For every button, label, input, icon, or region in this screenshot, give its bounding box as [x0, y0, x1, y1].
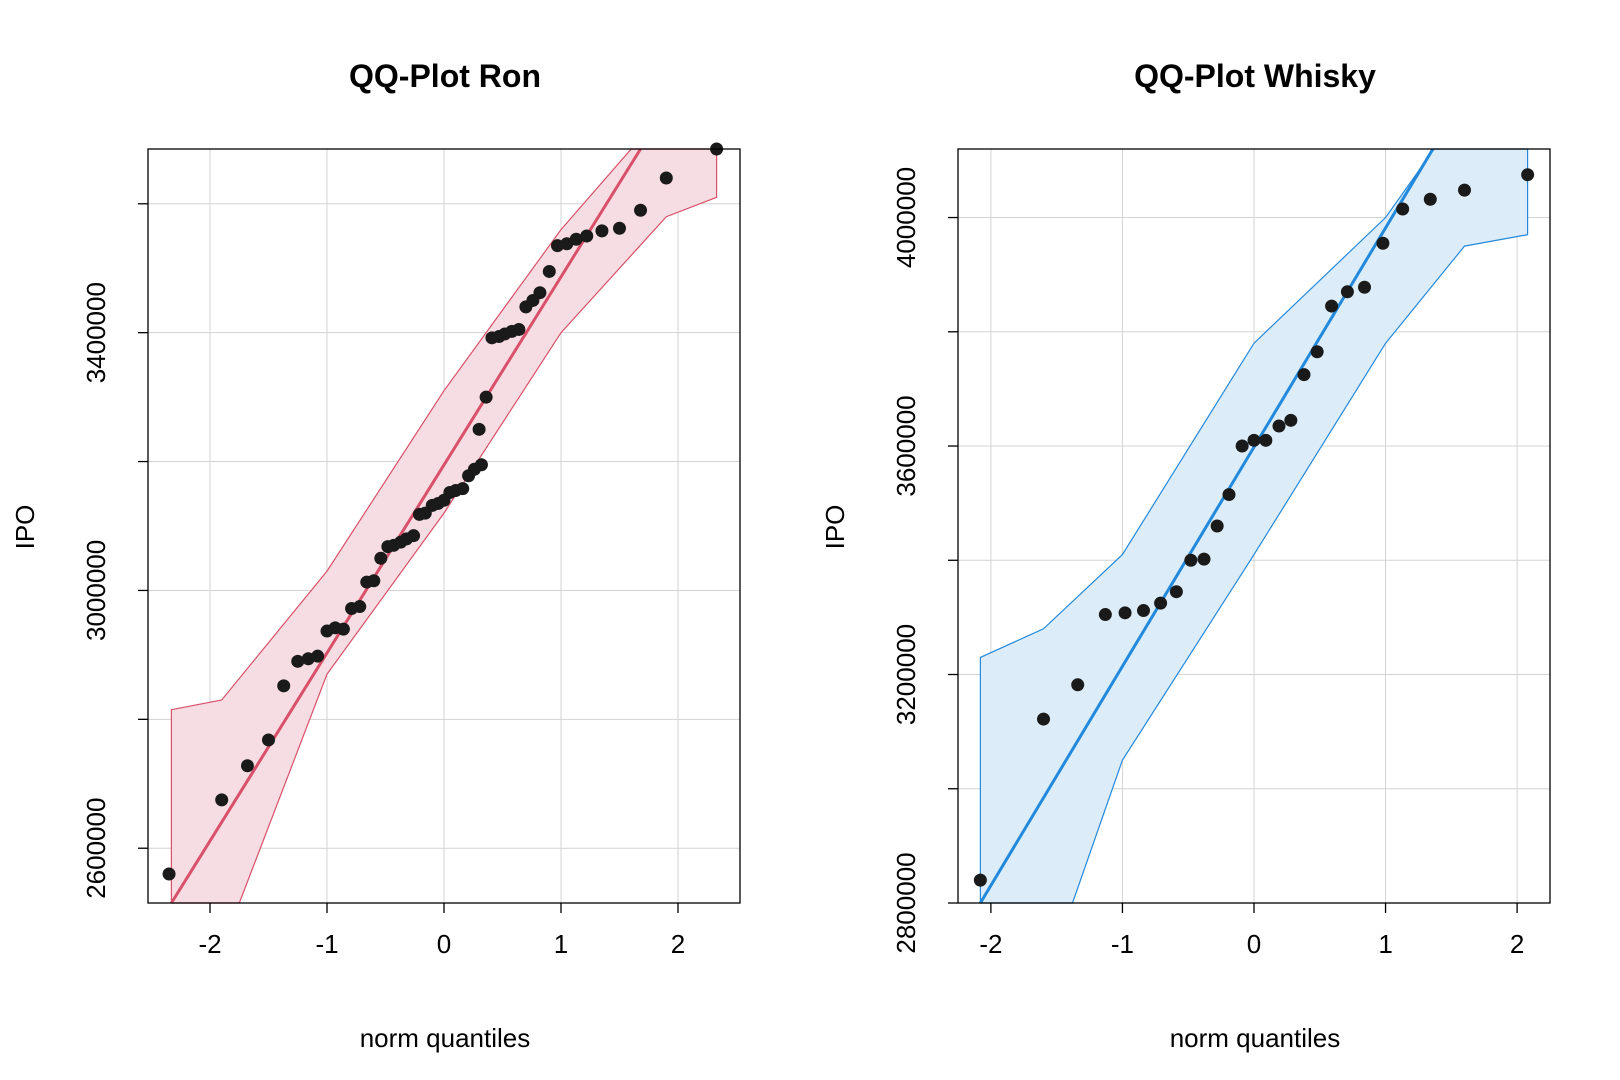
x-tick-label: -1 — [1111, 929, 1134, 959]
data-point — [1325, 299, 1339, 313]
chart-title: QQ-Plot Ron — [349, 58, 541, 94]
y-tick-label: 4000000 — [891, 167, 921, 268]
data-point — [262, 733, 276, 747]
data-point — [1247, 433, 1261, 447]
data-point — [1423, 192, 1437, 206]
chart-title: QQ-Plot Whisky — [1134, 58, 1376, 94]
data-point — [1136, 604, 1150, 618]
data-point — [1197, 552, 1211, 566]
data-point — [291, 654, 305, 668]
data-point — [1169, 585, 1183, 599]
data-point — [1396, 202, 1410, 216]
data-point — [336, 622, 350, 636]
y-axis-label: IPO — [820, 505, 850, 550]
data-point — [474, 458, 488, 472]
x-tick-label: 2 — [1510, 929, 1524, 959]
data-point — [512, 322, 526, 336]
data-point — [1210, 519, 1224, 533]
data-point — [1098, 608, 1112, 622]
data-point — [1521, 168, 1535, 182]
data-point — [1297, 368, 1311, 382]
x-axis-label: norm quantiles — [1170, 1023, 1341, 1053]
qq-plot-whisky-chart: QQ-Plot Whisky -2 -1 0 1 2 2800000 3200000 3600… — [820, 58, 1551, 1053]
data-point — [1154, 596, 1168, 610]
data-point — [407, 529, 421, 543]
data-point — [973, 873, 987, 887]
data-point — [1037, 712, 1051, 726]
data-point — [353, 600, 367, 614]
data-point — [1310, 345, 1324, 359]
data-point — [311, 649, 325, 663]
data-point — [1071, 678, 1085, 692]
data-point — [1235, 439, 1249, 453]
x-tick-label: 0 — [437, 929, 451, 959]
data-point — [1376, 236, 1390, 250]
qq-plot-ron-panel: QQ-Plot Ron -2 -1 0 1 2 2600000 3000000 3400000… — [10, 58, 741, 1053]
x-tick-label: -1 — [315, 929, 338, 959]
plot-frame — [147, 148, 741, 904]
data-point — [580, 229, 594, 243]
x-axis-label: norm quantiles — [360, 1023, 531, 1053]
reference-line-path — [170, 148, 642, 904]
data-point — [240, 759, 254, 773]
data-point — [1118, 606, 1132, 620]
data-point — [1340, 285, 1354, 299]
x-tick-label: 0 — [1247, 929, 1261, 959]
qq-plot-whisky-panel: QQ-Plot Whisky -2 -1 0 1 2 2800000 3200000 3600… — [810, 0, 1620, 1080]
y-tick-label: 3200000 — [891, 624, 921, 725]
data-point — [456, 482, 470, 496]
y-axis-label: IPO — [10, 505, 40, 550]
data-point — [479, 390, 493, 404]
x-tick-label: -2 — [979, 929, 1002, 959]
data-point — [277, 679, 291, 693]
y-tick-label: 3400000 — [81, 282, 111, 383]
axes: -2 -1 0 1 2 2800000 3200000 3600000 4000000 — [891, 167, 1524, 959]
reference-line-path — [979, 148, 1435, 904]
qq-plot-ron-chart: QQ-Plot Ron -2 -1 0 1 2 2600000 3000000 3400000… — [10, 58, 741, 1053]
x-tick-label: -2 — [198, 929, 221, 959]
data-point — [367, 574, 381, 588]
y-tick-label: 3000000 — [81, 540, 111, 641]
x-tick-label: 1 — [1378, 929, 1392, 959]
y-tick-label: 2600000 — [81, 798, 111, 899]
data-point — [595, 224, 609, 238]
data-point — [1457, 183, 1471, 197]
data-point — [1184, 553, 1198, 567]
data-point — [1272, 419, 1286, 433]
data-point — [215, 793, 229, 807]
data-point — [1222, 488, 1236, 502]
y-tick-label: 3600000 — [891, 395, 921, 496]
data-point — [162, 867, 176, 881]
data-point — [1358, 280, 1372, 294]
plot-frame — [957, 148, 1551, 904]
data-point — [472, 422, 486, 436]
data-point — [1284, 413, 1298, 427]
x-tick-label: 1 — [554, 929, 568, 959]
data-point — [634, 203, 648, 217]
x-tick-label: 2 — [671, 929, 685, 959]
data-points — [162, 142, 724, 881]
data-point — [1259, 433, 1273, 447]
data-point — [542, 264, 556, 278]
axes: -2 -1 0 1 2 2600000 3000000 3400000 — [81, 203, 685, 959]
data-point — [659, 171, 673, 185]
reference-line — [170, 148, 642, 904]
reference-line — [979, 148, 1435, 904]
data-point — [569, 232, 583, 246]
y-tick-label: 2800000 — [891, 852, 921, 953]
data-points — [973, 168, 1535, 887]
data-point — [533, 286, 547, 300]
data-point — [374, 551, 388, 565]
data-point — [612, 221, 626, 235]
